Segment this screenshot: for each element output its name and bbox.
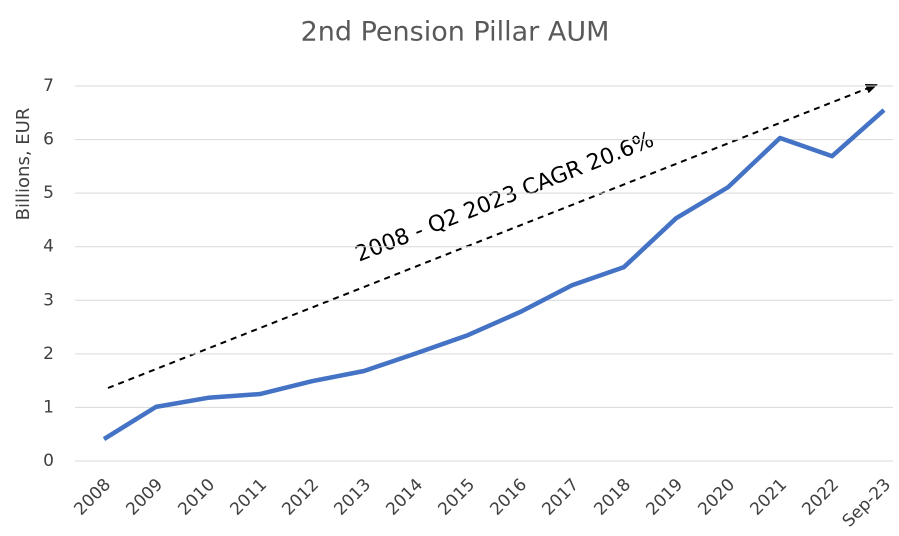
x-tick-label: 2009 bbox=[122, 475, 167, 520]
x-tick-label: 2015 bbox=[434, 475, 479, 520]
x-tick-label: 2020 bbox=[694, 475, 739, 520]
x-tick-label: 2017 bbox=[538, 475, 583, 520]
x-tick-label: Sep-23 bbox=[839, 475, 895, 531]
x-tick-label: 2008 bbox=[70, 475, 115, 520]
x-tick-label: 2013 bbox=[330, 475, 375, 520]
x-tick-label: 2019 bbox=[642, 475, 687, 520]
x-tick-label: 2021 bbox=[746, 475, 791, 520]
data-line bbox=[102, 108, 886, 441]
x-tick-label: 2010 bbox=[174, 475, 219, 520]
x-tick-label: 2018 bbox=[590, 475, 635, 520]
y-tick-label: 2 bbox=[43, 344, 54, 364]
x-tick-label: 2014 bbox=[382, 475, 427, 520]
y-tick-label: 4 bbox=[43, 237, 54, 257]
x-tick-label: 2016 bbox=[486, 475, 531, 520]
chart-title: 2nd Pension Pillar AUM bbox=[301, 17, 610, 48]
y-tick-label: 3 bbox=[43, 290, 54, 310]
y-tick-label: 6 bbox=[43, 130, 54, 150]
y-tick-label: 0 bbox=[43, 451, 54, 471]
y-axis-label: Billions, EUR bbox=[13, 108, 34, 221]
y-tick-label: 5 bbox=[43, 183, 54, 203]
trend-arrow bbox=[107, 84, 878, 389]
y-tick-label: 1 bbox=[43, 397, 54, 417]
x-tick-label: 2022 bbox=[798, 475, 843, 520]
x-tick-label: 2011 bbox=[226, 475, 271, 520]
x-tick-label: 2012 bbox=[278, 475, 323, 520]
y-tick-label: 7 bbox=[43, 76, 54, 96]
